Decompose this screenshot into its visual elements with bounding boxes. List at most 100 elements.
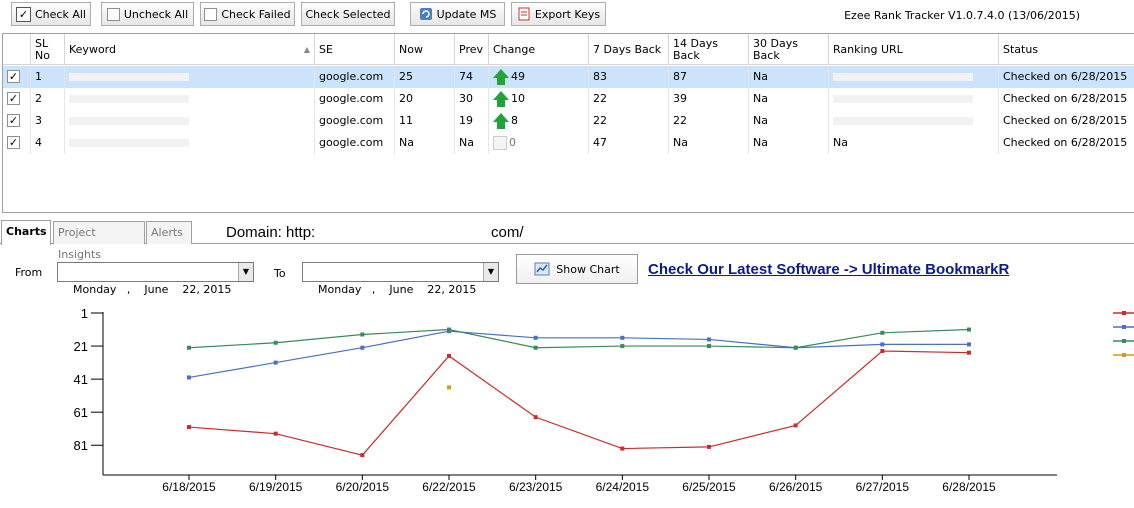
check-failed-label: Check Failed xyxy=(221,7,291,21)
series-point-3 xyxy=(187,345,191,350)
cell-d30: Na xyxy=(749,132,829,154)
series-point-1 xyxy=(360,453,365,458)
from-date-picker[interactable]: Monday , June 22, 2015 ▼ xyxy=(57,262,254,296)
arrow-up-icon xyxy=(493,69,509,85)
cell-keyword xyxy=(65,66,315,88)
header-keyword[interactable]: Keyword ▲ xyxy=(65,34,315,65)
row-checkbox[interactable]: ✓ xyxy=(7,92,20,105)
row-checkbox[interactable]: ✓ xyxy=(7,70,20,83)
cell-url xyxy=(829,110,999,132)
series-point-2 xyxy=(187,375,191,380)
x-tick-label: 6/22/2015 xyxy=(422,480,476,494)
header-7days[interactable]: 7 Days Back xyxy=(589,34,669,65)
change-value: 10 xyxy=(511,92,525,105)
series-point-2 xyxy=(967,342,971,347)
table-row[interactable]: ✓ 3 google.com 11 19 8 22 22 Na Checked on 6/28/2… xyxy=(3,110,1134,132)
redacted-keyword xyxy=(69,95,189,103)
cell-keyword xyxy=(65,88,315,110)
cell-d7: 47 xyxy=(589,132,669,154)
tab-project-insights[interactable]: Project Insights xyxy=(53,221,145,261)
header-14days[interactable]: 14 Days Back xyxy=(669,34,749,65)
chevron-down-icon[interactable]: ▼ xyxy=(483,263,498,281)
series-point-2 xyxy=(273,360,278,365)
x-tick-label: 6/19/2015 xyxy=(249,480,303,494)
update-ms-button[interactable]: Update MS xyxy=(410,2,505,26)
x-tick-label: 6/25/2015 xyxy=(682,480,736,494)
series-point-3 xyxy=(620,344,625,349)
series-point-1 xyxy=(533,415,538,420)
header-sl[interactable]: SL No xyxy=(31,34,65,65)
series-point-2 xyxy=(360,345,365,350)
cell-d7: 22 xyxy=(589,110,669,132)
cell-d14: Na xyxy=(669,132,749,154)
from-day: Monday xyxy=(73,283,117,296)
series-point-3 xyxy=(793,345,798,350)
to-comma: , xyxy=(361,283,390,296)
cell-se: google.com xyxy=(315,110,395,132)
check-failed-button[interactable]: Check Failed xyxy=(200,2,295,26)
row-checkbox-cell: ✓ xyxy=(3,110,31,132)
show-chart-label: Show Chart xyxy=(556,262,620,276)
chevron-down-icon[interactable]: ▼ xyxy=(238,263,253,281)
row-checkbox-cell: ✓ xyxy=(3,66,31,88)
legend-marker-4 xyxy=(1122,353,1126,357)
checkbox-empty-icon xyxy=(106,7,120,21)
x-tick-label: 6/27/2015 xyxy=(856,480,910,494)
header-se[interactable]: SE xyxy=(315,34,395,65)
from-label: From xyxy=(15,266,43,279)
series-point-1 xyxy=(620,446,625,451)
row-checkbox[interactable]: ✓ xyxy=(7,136,20,149)
show-chart-button[interactable]: Show Chart xyxy=(516,254,638,284)
series-point-3 xyxy=(533,345,538,350)
cell-now: 25 xyxy=(395,66,455,88)
check-selected-button[interactable]: Check Selected xyxy=(301,2,395,26)
uncheck-all-label: Uncheck All xyxy=(123,7,189,21)
refresh-icon xyxy=(419,8,432,20)
promo-link[interactable]: Check Our Latest Software -> Ultimate Bo… xyxy=(648,261,1010,278)
header-ranking-url[interactable]: Ranking URL xyxy=(829,34,999,65)
to-date-picker[interactable]: Monday , June 22, 2015 ▼ xyxy=(302,262,499,296)
redacted-keyword xyxy=(69,117,189,125)
arrow-up-icon xyxy=(493,113,509,129)
series-point-2 xyxy=(880,342,885,347)
cell-d14: 22 xyxy=(669,110,749,132)
update-ms-label: Update MS xyxy=(436,7,497,21)
from-comma: , xyxy=(116,283,145,296)
series-point-1 xyxy=(707,444,711,449)
y-tick-label: 81 xyxy=(74,438,88,453)
uncheck-all-button[interactable]: Uncheck All xyxy=(101,2,194,26)
header-status[interactable]: Status xyxy=(999,34,1134,65)
table-row[interactable]: ✓ 2 google.com 20 30 10 22 39 Na Checked on 6/28/… xyxy=(3,88,1134,110)
cell-keyword xyxy=(65,110,315,132)
from-date: 22, 2015 xyxy=(182,283,232,296)
header-check xyxy=(3,34,31,65)
cell-sl: 4 xyxy=(31,132,65,154)
table-row[interactable]: ✓ 4 google.com Na Na 0 47 Na Na Na Checked on 6/28… xyxy=(3,132,1134,154)
export-keys-button[interactable]: Export Keys xyxy=(511,2,606,26)
tab-charts[interactable]: Charts xyxy=(1,220,51,245)
cell-change: 8 xyxy=(489,110,589,132)
header-change[interactable]: Change xyxy=(489,34,589,65)
cell-d7: 22 xyxy=(589,88,669,110)
x-tick-label: 6/26/2015 xyxy=(769,480,823,494)
redacted-url xyxy=(833,117,973,125)
cell-now: Na xyxy=(395,132,455,154)
header-now[interactable]: Now xyxy=(395,34,455,65)
cell-prev: 74 xyxy=(455,66,489,88)
row-checkbox[interactable]: ✓ xyxy=(7,114,20,127)
series-point-3 xyxy=(447,327,451,332)
series-point-1 xyxy=(187,425,191,430)
to-date: 22, 2015 xyxy=(427,283,477,296)
check-all-button[interactable]: ✓ Check All xyxy=(11,2,91,26)
to-label: To xyxy=(274,267,286,280)
y-tick-label: 21 xyxy=(74,339,88,354)
y-tick-label: 1 xyxy=(81,306,88,321)
table-row[interactable]: ✓ 1 google.com 25 74 49 83 87 Na Checked on 6/28/… xyxy=(3,66,1134,88)
x-tick-label: 6/28/2015 xyxy=(942,480,996,494)
header-prev[interactable]: Prev xyxy=(455,34,489,65)
redacted-keyword xyxy=(69,139,189,147)
header-30days[interactable]: 30 Days Back xyxy=(749,34,829,65)
cell-d30: Na xyxy=(749,88,829,110)
cell-prev: Na xyxy=(455,132,489,154)
tab-alerts[interactable]: Alerts xyxy=(146,221,192,244)
